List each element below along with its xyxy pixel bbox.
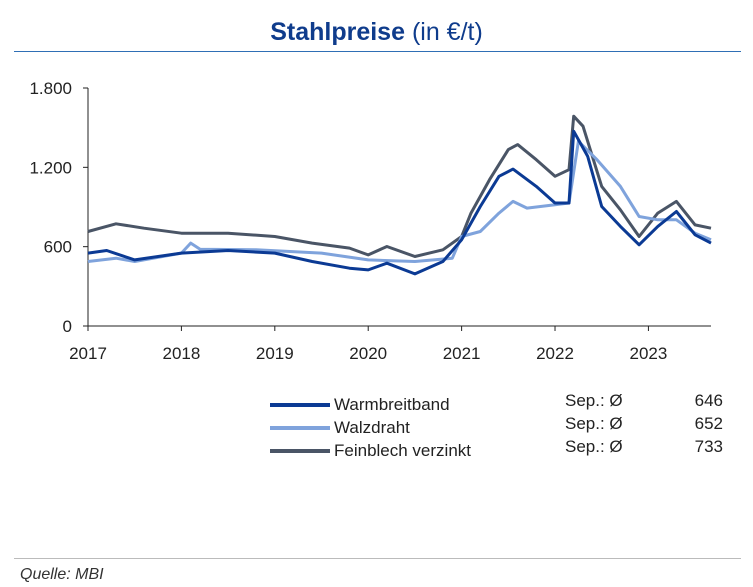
title-main: Stahlpreise xyxy=(270,18,405,46)
series-line-warmbreitband xyxy=(87,129,712,276)
y-tick-label: 600 xyxy=(44,238,72,257)
legend-item: Warmbreitband xyxy=(270,394,450,416)
avg-value: 646 xyxy=(694,391,723,410)
y-tick-label: 1.800 xyxy=(29,79,72,98)
source-note: Quelle: MBI xyxy=(20,566,104,583)
legend-label: Walzdraht xyxy=(334,418,410,437)
avg-value: 733 xyxy=(694,437,723,456)
legend-swatch xyxy=(270,449,330,453)
x-tick-label: 2022 xyxy=(536,344,574,363)
legend-swatch xyxy=(270,426,330,430)
line-chart: 0 600 1.200 1.800 2017 2018 2019 2020 2021 2022 20… xyxy=(29,79,712,363)
legend-item: Feinblech verzinkt xyxy=(270,440,471,462)
x-tick-label: 2019 xyxy=(256,344,294,363)
x-tick-label: 2021 xyxy=(443,344,481,363)
y-tick-label: 0 xyxy=(63,317,72,336)
legend-label: Warmbreitband xyxy=(334,395,450,414)
y-tick-label: 1.200 xyxy=(29,158,72,177)
x-tick-label: 2020 xyxy=(349,344,387,363)
avg-label: Sep.: Ø xyxy=(565,391,623,410)
series-line-feinblech-verzinkt xyxy=(87,114,712,258)
avg-label: Sep.: Ø xyxy=(565,414,623,433)
title-unit: (in €/t) xyxy=(411,18,483,46)
legend-label: Feinblech verzinkt xyxy=(334,441,472,460)
avg-value: 652 xyxy=(694,414,723,433)
legend-swatch xyxy=(270,403,330,407)
x-tick-label: 2023 xyxy=(630,344,668,363)
title-divider xyxy=(14,51,741,52)
source-divider xyxy=(14,558,741,559)
chart-title: Stahlpreise (in €/t) xyxy=(0,18,753,47)
x-tick-label: 2018 xyxy=(162,344,200,363)
avg-label: Sep.: Ø xyxy=(565,437,623,456)
series-line-walzdraht xyxy=(87,139,712,263)
x-tick-label: 2017 xyxy=(69,344,107,363)
legend-item: Walzdraht xyxy=(270,417,410,439)
